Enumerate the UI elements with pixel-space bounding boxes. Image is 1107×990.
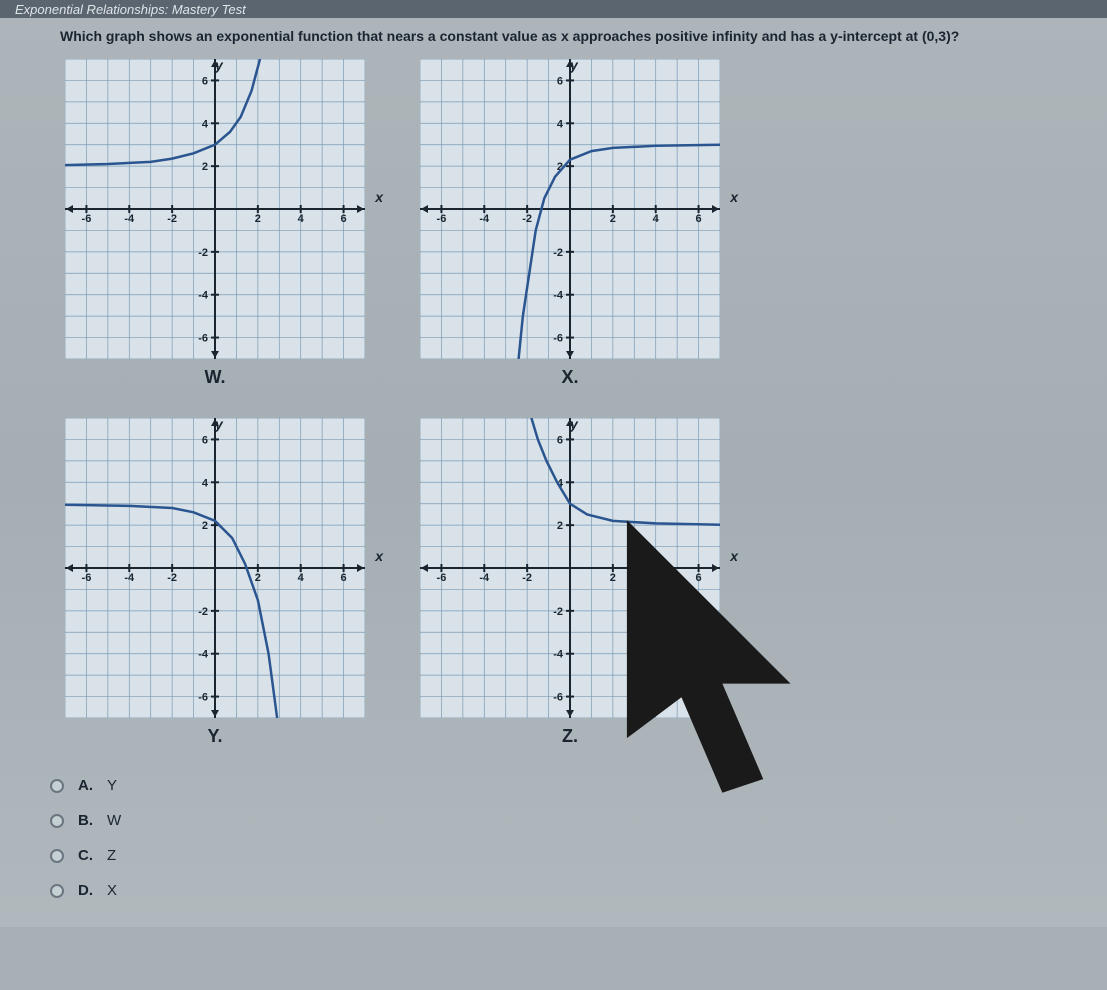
svg-text:4: 4 (202, 118, 209, 130)
x-axis-label: x (730, 548, 738, 564)
svg-text:6: 6 (557, 75, 563, 87)
svg-text:-2: -2 (553, 606, 563, 618)
y-axis-label: y (570, 57, 578, 73)
graph-W-wrap: -6-6-4-4-2-2224466 y x W. (65, 59, 365, 388)
svg-text:6: 6 (557, 434, 563, 446)
graph-X-wrap: -6-6-4-4-2-2224466 y x X. (420, 59, 720, 388)
svg-text:-4: -4 (553, 649, 564, 661)
svg-text:-4: -4 (124, 572, 135, 584)
svg-text:-6: -6 (437, 572, 447, 584)
graph-W: -6-6-4-4-2-2224466 y x (65, 59, 365, 359)
graph-Z-wrap: -6-6-4-4-2-2224466 y x Z. (420, 418, 720, 747)
graph-Z: -6-6-4-4-2-2224466 y x (420, 418, 720, 718)
y-axis-label: y (570, 416, 578, 432)
svg-text:4: 4 (298, 572, 305, 584)
radio-icon[interactable] (50, 779, 64, 793)
answer-value: Y (107, 777, 117, 794)
svg-text:-6: -6 (198, 692, 208, 704)
answer-option-C[interactable]: C. Z (50, 847, 1067, 864)
svg-text:4: 4 (653, 572, 660, 584)
x-axis-label: x (375, 548, 383, 564)
svg-text:-6: -6 (82, 213, 92, 225)
svg-text:-4: -4 (479, 572, 490, 584)
svg-text:2: 2 (610, 572, 616, 584)
answer-letter: D. (78, 882, 93, 899)
svg-text:2: 2 (557, 520, 563, 532)
graphs-row-1: -6-6-4-4-2-2224466 y x W. -6-6-4-4-2-222… (40, 59, 1067, 388)
svg-text:6: 6 (341, 213, 347, 225)
svg-text:-4: -4 (198, 290, 209, 302)
svg-text:-2: -2 (522, 572, 532, 584)
graph-W-label: W. (205, 367, 226, 388)
svg-text:-4: -4 (198, 649, 209, 661)
question-text: Which graph shows an exponential functio… (40, 28, 1067, 44)
svg-text:-6: -6 (82, 572, 92, 584)
svg-text:2: 2 (202, 520, 208, 532)
svg-text:-4: -4 (479, 213, 490, 225)
answer-option-D[interactable]: D. X (50, 882, 1067, 899)
x-axis-label: x (730, 189, 738, 205)
graph-X: -6-6-4-4-2-2224466 y x (420, 59, 720, 359)
svg-text:-2: -2 (167, 213, 177, 225)
radio-icon[interactable] (50, 814, 64, 828)
graphs-row-2: -6 -6 -4 -4 -2 -2 2 2 4 4 6 6 y x Y. -6 -6 -4 -4 -2 -2 2 2… (40, 418, 1067, 747)
y-axis-label: y (215, 57, 223, 73)
radio-icon[interactable] (50, 884, 64, 898)
svg-text:-2: -2 (553, 247, 563, 259)
header-bar: Exponential Relationships: Mastery Test (0, 0, 1107, 18)
answer-value: W (107, 812, 121, 829)
svg-text:4: 4 (298, 213, 305, 225)
y-axis-label: y (215, 416, 223, 432)
svg-text:-6: -6 (198, 333, 208, 345)
graph-Y: -6-6-4-4-2-2224466 y x (65, 418, 365, 718)
answers-list: A. Y B. W C. Z D. X (40, 777, 1067, 899)
svg-text:4: 4 (653, 213, 660, 225)
svg-text:-2: -2 (198, 247, 208, 259)
svg-text:6: 6 (696, 572, 702, 584)
svg-text:-6: -6 (553, 692, 563, 704)
svg-text:2: 2 (255, 213, 261, 225)
graph-Y-wrap: -6-6-4-4-2-2224466 y x Y. (65, 418, 365, 747)
answer-value: Z (107, 847, 116, 864)
svg-text:6: 6 (696, 213, 702, 225)
x-axis-label: x (375, 189, 383, 205)
graph-Z-label: Z. (562, 726, 578, 747)
radio-icon[interactable] (50, 849, 64, 863)
content-area: Which graph shows an exponential functio… (0, 18, 1107, 927)
graph-Y-label: Y. (207, 726, 222, 747)
svg-text:-6: -6 (553, 333, 563, 345)
answer-option-B[interactable]: B. W (50, 812, 1067, 829)
answer-letter: A. (78, 777, 93, 794)
answer-value: X (107, 882, 117, 899)
svg-text:6: 6 (202, 75, 208, 87)
svg-text:6: 6 (341, 572, 347, 584)
svg-text:-6: -6 (437, 213, 447, 225)
graph-X-label: X. (561, 367, 578, 388)
svg-text:-4: -4 (124, 213, 135, 225)
svg-text:-2: -2 (167, 572, 177, 584)
svg-text:-2: -2 (522, 213, 532, 225)
svg-text:2: 2 (202, 161, 208, 173)
svg-text:2: 2 (255, 572, 261, 584)
svg-text:6: 6 (202, 434, 208, 446)
svg-text:4: 4 (557, 118, 564, 130)
svg-text:-2: -2 (198, 606, 208, 618)
answer-letter: B. (78, 812, 93, 829)
answer-option-A[interactable]: A. Y (50, 777, 1067, 794)
answer-letter: C. (78, 847, 93, 864)
header-text: Exponential Relationships: Mastery Test (15, 2, 246, 17)
svg-text:4: 4 (202, 477, 209, 489)
svg-text:2: 2 (610, 213, 616, 225)
svg-text:-4: -4 (553, 290, 564, 302)
